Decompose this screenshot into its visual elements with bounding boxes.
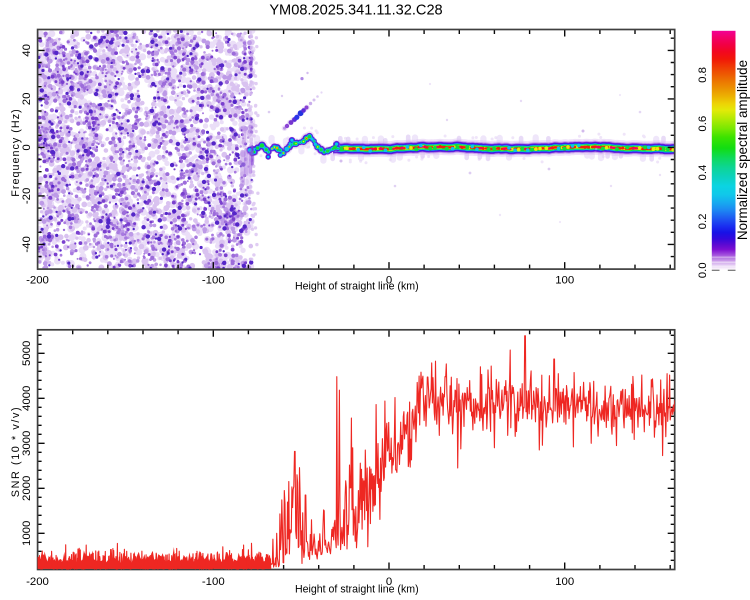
svg-text:0: 0 xyxy=(386,274,392,286)
svg-text:0: 0 xyxy=(386,576,392,588)
svg-text:20: 20 xyxy=(21,93,33,106)
svg-text:100: 100 xyxy=(555,576,574,588)
svg-text:0.0: 0.0 xyxy=(697,262,709,278)
svg-text:3000: 3000 xyxy=(21,431,33,456)
svg-text:Height of straight line (km): Height of straight line (km) xyxy=(295,583,419,595)
svg-text:40: 40 xyxy=(21,44,33,57)
svg-text:Height of straight line (km): Height of straight line (km) xyxy=(295,281,419,293)
svg-text:0.2: 0.2 xyxy=(697,213,709,229)
svg-text:0.6: 0.6 xyxy=(697,116,709,132)
svg-text:-100: -100 xyxy=(202,576,225,588)
svg-text:-40: -40 xyxy=(21,236,33,252)
svg-text:Normalized spectral amplitude: Normalized spectral amplitude xyxy=(735,60,750,240)
svg-text:0: 0 xyxy=(21,144,33,150)
svg-text:0.8: 0.8 xyxy=(697,67,709,83)
svg-text:2000: 2000 xyxy=(21,476,33,501)
svg-text:Frequency (Hz): Frequency (Hz) xyxy=(10,108,22,196)
svg-text:100: 100 xyxy=(555,274,574,286)
svg-text:YM08.2025.341.11.32.C28: YM08.2025.341.11.32.C28 xyxy=(269,2,442,18)
svg-text:-100: -100 xyxy=(202,274,225,286)
svg-text:-20: -20 xyxy=(21,188,33,204)
svg-text:1000: 1000 xyxy=(21,521,33,546)
svg-text:-200: -200 xyxy=(26,274,49,286)
svg-text:4000: 4000 xyxy=(21,386,33,411)
svg-text:SNR (10 * v/v): SNR (10 * v/v) xyxy=(10,406,22,497)
svg-text:0.4: 0.4 xyxy=(697,165,709,181)
svg-text:5000: 5000 xyxy=(21,341,33,366)
svg-text:-200: -200 xyxy=(26,576,49,588)
